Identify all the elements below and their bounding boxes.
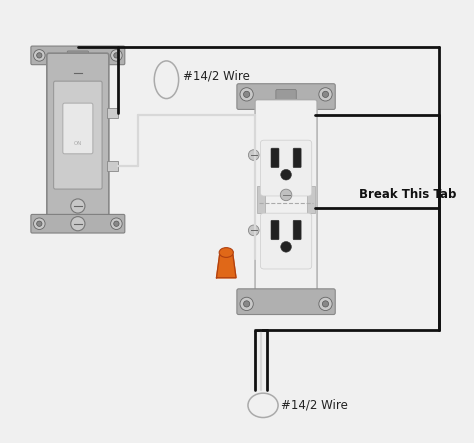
FancyBboxPatch shape xyxy=(31,46,125,65)
Circle shape xyxy=(110,218,122,229)
Text: #14/2 Wire: #14/2 Wire xyxy=(281,399,347,412)
Circle shape xyxy=(281,169,292,180)
Circle shape xyxy=(71,217,85,231)
Circle shape xyxy=(36,53,42,58)
FancyBboxPatch shape xyxy=(63,103,93,154)
Circle shape xyxy=(280,189,292,201)
FancyBboxPatch shape xyxy=(107,161,118,171)
FancyBboxPatch shape xyxy=(257,186,265,213)
FancyBboxPatch shape xyxy=(260,213,312,269)
Circle shape xyxy=(240,88,253,101)
FancyBboxPatch shape xyxy=(107,108,118,118)
FancyBboxPatch shape xyxy=(271,220,279,240)
Circle shape xyxy=(71,66,85,80)
Circle shape xyxy=(281,241,292,252)
FancyBboxPatch shape xyxy=(47,53,109,226)
Circle shape xyxy=(34,50,45,61)
FancyBboxPatch shape xyxy=(255,100,317,299)
Circle shape xyxy=(248,150,259,160)
Circle shape xyxy=(319,297,332,311)
Circle shape xyxy=(34,218,45,229)
Polygon shape xyxy=(217,255,236,278)
Text: #14/2 Wire: #14/2 Wire xyxy=(183,70,250,83)
Circle shape xyxy=(240,297,253,311)
Circle shape xyxy=(71,199,85,213)
Circle shape xyxy=(36,221,42,226)
Ellipse shape xyxy=(219,248,233,257)
FancyBboxPatch shape xyxy=(237,84,335,109)
Circle shape xyxy=(114,53,119,58)
FancyBboxPatch shape xyxy=(271,148,279,167)
FancyBboxPatch shape xyxy=(293,220,301,240)
Text: Break This Tab: Break This Tab xyxy=(359,188,456,202)
Circle shape xyxy=(322,301,328,307)
FancyBboxPatch shape xyxy=(276,89,296,102)
Circle shape xyxy=(244,91,250,97)
FancyBboxPatch shape xyxy=(67,51,89,60)
FancyBboxPatch shape xyxy=(260,140,312,196)
FancyBboxPatch shape xyxy=(307,186,315,213)
Circle shape xyxy=(114,221,119,226)
FancyBboxPatch shape xyxy=(293,148,301,167)
FancyBboxPatch shape xyxy=(31,214,125,233)
Text: ON: ON xyxy=(73,141,82,147)
Circle shape xyxy=(319,88,332,101)
FancyBboxPatch shape xyxy=(237,289,335,315)
Circle shape xyxy=(244,301,250,307)
Circle shape xyxy=(110,50,122,61)
Circle shape xyxy=(322,91,328,97)
Circle shape xyxy=(248,225,259,236)
FancyBboxPatch shape xyxy=(54,81,102,189)
